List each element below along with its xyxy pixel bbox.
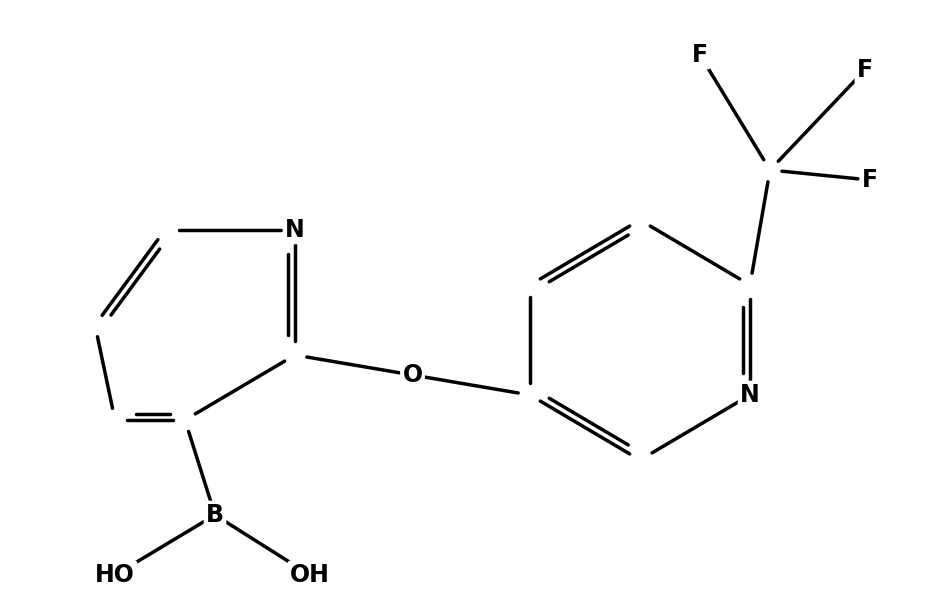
Text: F: F bbox=[692, 43, 708, 67]
Text: F: F bbox=[857, 58, 873, 82]
Text: N: N bbox=[740, 383, 760, 407]
Text: N: N bbox=[285, 218, 305, 242]
Text: F: F bbox=[862, 168, 878, 192]
Text: HO: HO bbox=[95, 563, 135, 587]
Text: OH: OH bbox=[290, 563, 330, 587]
Text: O: O bbox=[402, 363, 423, 387]
Text: B: B bbox=[206, 503, 224, 527]
